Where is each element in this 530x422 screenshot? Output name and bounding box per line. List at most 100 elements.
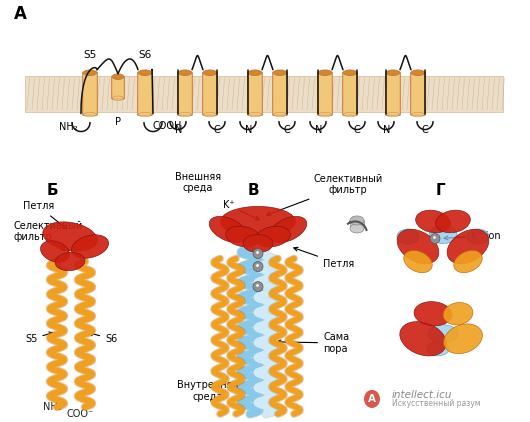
FancyBboxPatch shape: [317, 72, 332, 115]
Ellipse shape: [343, 70, 357, 76]
Text: C: C: [284, 124, 290, 135]
Text: Внутренняя
среда: Внутренняя среда: [178, 380, 238, 402]
Ellipse shape: [84, 70, 96, 76]
FancyBboxPatch shape: [273, 72, 287, 115]
Bar: [25, 76, 503, 111]
Text: S5: S5: [83, 50, 96, 60]
Ellipse shape: [55, 252, 85, 271]
Ellipse shape: [249, 70, 261, 76]
Ellipse shape: [429, 225, 457, 243]
Ellipse shape: [43, 222, 97, 251]
Text: Сама
пора: Сама пора: [277, 332, 349, 354]
Text: Б: Б: [46, 184, 58, 198]
Text: N: N: [383, 124, 391, 135]
FancyBboxPatch shape: [138, 72, 152, 115]
Text: COOH: COOH: [152, 121, 182, 130]
Text: Петля: Петля: [23, 201, 67, 229]
Text: intellect.icu: intellect.icu: [392, 390, 453, 400]
Text: S6: S6: [89, 332, 117, 344]
FancyBboxPatch shape: [248, 72, 262, 115]
FancyBboxPatch shape: [411, 72, 425, 115]
Ellipse shape: [273, 112, 287, 117]
Ellipse shape: [249, 112, 261, 117]
Text: N: N: [245, 124, 253, 135]
FancyBboxPatch shape: [178, 72, 192, 115]
Ellipse shape: [428, 325, 458, 343]
Ellipse shape: [319, 70, 331, 76]
FancyBboxPatch shape: [83, 72, 98, 115]
Text: S5: S5: [25, 332, 53, 344]
Text: Внешняя
среда: Внешняя среда: [175, 172, 221, 193]
Text: Искусственный разум: Искусственный разум: [392, 400, 481, 408]
Ellipse shape: [400, 322, 446, 356]
Ellipse shape: [319, 112, 331, 117]
Ellipse shape: [427, 342, 449, 356]
Ellipse shape: [430, 233, 440, 243]
Text: COO⁻: COO⁻: [66, 409, 94, 419]
Text: C: C: [354, 124, 360, 135]
Text: C: C: [214, 124, 220, 135]
Text: K⁺ ion: K⁺ ion: [444, 230, 501, 241]
Ellipse shape: [397, 229, 439, 264]
Text: NH₃⁺: NH₃⁺: [43, 402, 67, 412]
Ellipse shape: [253, 281, 263, 292]
Text: S6: S6: [138, 50, 152, 60]
Ellipse shape: [138, 70, 152, 76]
Ellipse shape: [364, 390, 380, 408]
Ellipse shape: [269, 216, 307, 243]
Ellipse shape: [226, 226, 260, 247]
Text: C: C: [422, 124, 428, 135]
Ellipse shape: [411, 70, 425, 76]
Text: N: N: [315, 124, 323, 135]
Text: A: A: [368, 394, 376, 404]
Text: K⁺: K⁺: [223, 200, 259, 220]
Ellipse shape: [253, 249, 263, 259]
FancyBboxPatch shape: [112, 76, 125, 99]
Ellipse shape: [416, 210, 450, 233]
FancyBboxPatch shape: [202, 72, 217, 115]
Text: NH₂: NH₂: [59, 122, 77, 132]
Ellipse shape: [72, 235, 109, 258]
Ellipse shape: [350, 224, 364, 233]
Ellipse shape: [40, 241, 69, 262]
Text: Петля: Петля: [294, 247, 354, 268]
Ellipse shape: [350, 216, 364, 225]
Text: В: В: [247, 184, 259, 198]
Ellipse shape: [204, 70, 216, 76]
Ellipse shape: [404, 251, 432, 273]
Ellipse shape: [411, 112, 425, 117]
Ellipse shape: [447, 229, 489, 264]
Ellipse shape: [112, 96, 123, 100]
Text: А: А: [14, 5, 27, 23]
Ellipse shape: [243, 235, 273, 252]
Ellipse shape: [443, 303, 473, 325]
Ellipse shape: [179, 70, 191, 76]
Text: N: N: [175, 124, 183, 135]
Text: Селективный
фильтр: Селективный фильтр: [13, 221, 82, 251]
Ellipse shape: [255, 226, 290, 247]
Ellipse shape: [436, 210, 470, 233]
Ellipse shape: [397, 229, 419, 244]
Text: Селективный
фильтр: Селективный фильтр: [267, 174, 382, 216]
Ellipse shape: [386, 70, 400, 76]
Ellipse shape: [112, 74, 123, 79]
FancyBboxPatch shape: [386, 72, 400, 115]
Ellipse shape: [454, 251, 482, 273]
Ellipse shape: [179, 112, 191, 117]
Text: P: P: [115, 116, 121, 127]
Bar: [350, 220, 364, 228]
Ellipse shape: [253, 262, 263, 272]
Ellipse shape: [204, 112, 216, 117]
Ellipse shape: [209, 216, 246, 243]
Ellipse shape: [220, 206, 296, 236]
Ellipse shape: [273, 70, 287, 76]
Text: Г: Г: [435, 184, 445, 198]
Ellipse shape: [467, 229, 489, 244]
Ellipse shape: [386, 112, 400, 117]
FancyBboxPatch shape: [343, 72, 357, 115]
Ellipse shape: [138, 112, 152, 117]
Ellipse shape: [84, 112, 96, 117]
Ellipse shape: [414, 302, 452, 326]
Ellipse shape: [444, 324, 482, 354]
Ellipse shape: [343, 112, 357, 117]
